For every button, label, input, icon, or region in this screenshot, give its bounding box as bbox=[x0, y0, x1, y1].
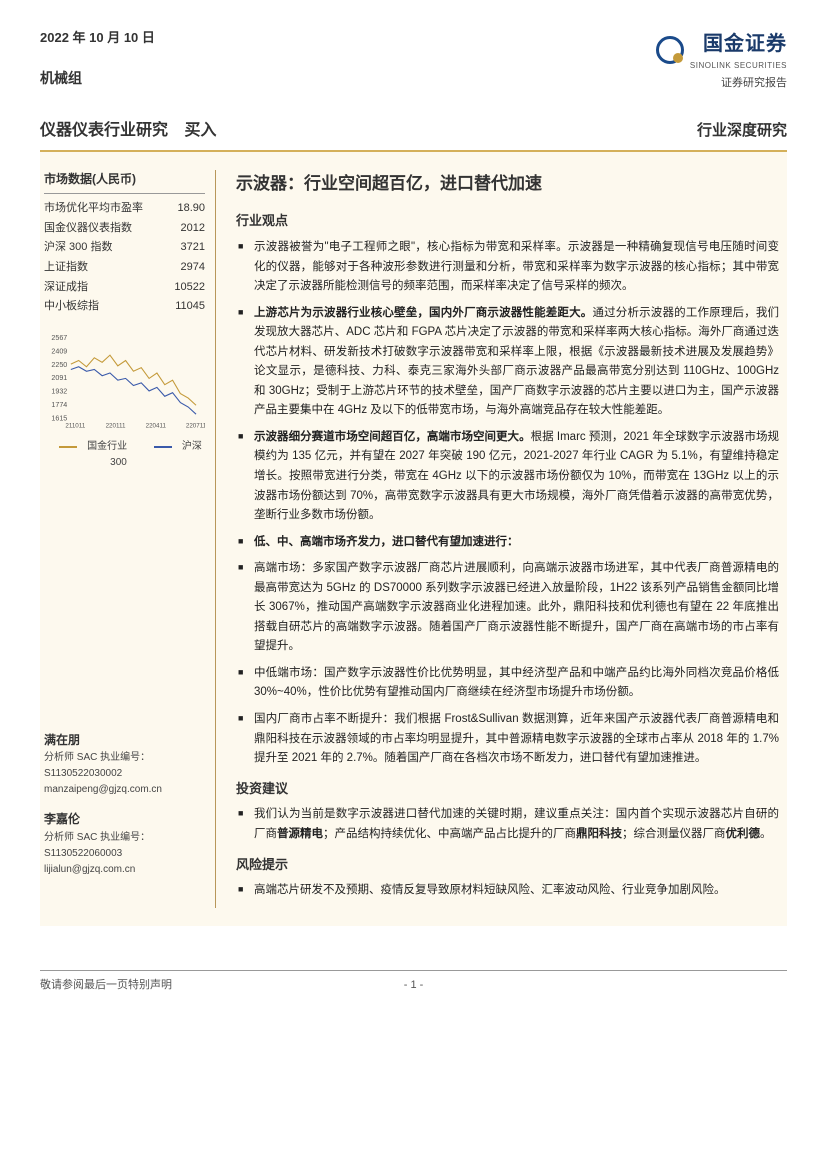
svg-text:2409: 2409 bbox=[51, 347, 67, 355]
bullet-item: 示波器被誉为"电子工程师之眼"，核心指标为带宽和采样率。示波器是一种精确复现信号… bbox=[236, 238, 779, 297]
market-data-row: 沪深 300 指数3721 bbox=[44, 238, 205, 258]
logo-subtitle: SINOLINK SECURITIES bbox=[690, 60, 787, 73]
page-number: - 1 - bbox=[404, 977, 424, 995]
svg-text:211011: 211011 bbox=[65, 422, 85, 429]
analyst-row: 满在朋分析师 SAC 执业编号：S1130522030002manzaipeng… bbox=[44, 731, 205, 798]
svg-text:220411: 220411 bbox=[146, 422, 167, 429]
bullet-item: 上游芯片为示波器行业核心壁垒，国内外厂商示波器性能差距大。通过分析示波器的工作原… bbox=[236, 304, 779, 421]
bullet-item: 我们认为当前是数字示波器进口替代加速的关键时期，建议重点关注：国内首个实现示波器… bbox=[236, 805, 779, 844]
svg-text:1932: 1932 bbox=[51, 387, 67, 395]
bullet-item: 示波器细分赛道市场空间超百亿，高端市场空间更大。根据 Imarc 预测，2021… bbox=[236, 428, 779, 526]
market-data-row: 深证成指10522 bbox=[44, 278, 205, 298]
svg-text:2091: 2091 bbox=[51, 374, 67, 382]
svg-text:220111: 220111 bbox=[106, 422, 126, 429]
section-heading: 投资建议 bbox=[236, 779, 779, 800]
svg-text:1615: 1615 bbox=[51, 414, 67, 422]
svg-text:220711: 220711 bbox=[186, 422, 205, 429]
bullet-item: 高端芯片研发不及预期、疫情反复导致原材料短缺风险、汇率波动风险、行业竞争加剧风险… bbox=[236, 881, 779, 901]
footer-disclaimer: 敬请参阅最后一页特别声明 bbox=[40, 977, 172, 995]
market-data-table: 市场优化平均市盈率18.90国金仪器仪表指数2012沪深 300 指数3721上… bbox=[44, 199, 205, 317]
group-name: 机械组 bbox=[40, 67, 155, 89]
market-data-row: 上证指数2974 bbox=[44, 258, 205, 278]
logo-icon bbox=[656, 36, 684, 64]
bullet-item: 高端市场：多家国产数字示波器厂商芯片进展顺利，向高端示波器市场进军，其中代表厂商… bbox=[236, 559, 779, 657]
bullet-item: 国内厂商市占率不断提升：我们根据 Frost&Sullivan 数据测算，近年来… bbox=[236, 710, 779, 769]
market-data-title: 市场数据(人民币) bbox=[44, 170, 205, 189]
svg-text:2567: 2567 bbox=[51, 334, 67, 342]
report-date: 2022 年 10 月 10 日 bbox=[40, 28, 155, 49]
main-title: 示波器：行业空间超百亿，进口替代加速 bbox=[236, 170, 779, 197]
svg-text:1774: 1774 bbox=[51, 401, 67, 409]
logo-tag: 证券研究报告 bbox=[656, 75, 787, 93]
market-data-row: 国金仪器仪表指数2012 bbox=[44, 219, 205, 239]
logo-text: 国金证券 bbox=[690, 28, 787, 60]
section-heading: 行业观点 bbox=[236, 211, 779, 232]
section-heading: 风险提示 bbox=[236, 855, 779, 876]
market-data-row: 中小板综指11045 bbox=[44, 297, 205, 317]
report-type: 行业深度研究 bbox=[697, 119, 787, 143]
bullet-item: 低、中、高端市场齐发力，进口替代有望加速进行： bbox=[236, 533, 779, 553]
company-logo-block: 国金证券 SINOLINK SECURITIES 证券研究报告 bbox=[656, 28, 787, 92]
market-data-row: 市场优化平均市盈率18.90 bbox=[44, 199, 205, 219]
analyst-row: 李嘉伦分析师 SAC 执业编号：S1130522060003lijialun@g… bbox=[44, 810, 205, 877]
industry-title: 仪器仪表行业研究 买入 bbox=[40, 118, 216, 144]
rating-label: 买入 bbox=[184, 122, 216, 139]
svg-text:2250: 2250 bbox=[51, 361, 67, 369]
index-chart: 2567 2409 2250 2091 1932 1774 1615 211011 22011… bbox=[44, 331, 205, 472]
bullet-item: 中低端市场：国产数字示波器性价比优势明显，其中经济型产品和中端产品约比海外同档次… bbox=[236, 664, 779, 703]
chart-legend: 国金行业 沪深300 bbox=[44, 439, 205, 471]
